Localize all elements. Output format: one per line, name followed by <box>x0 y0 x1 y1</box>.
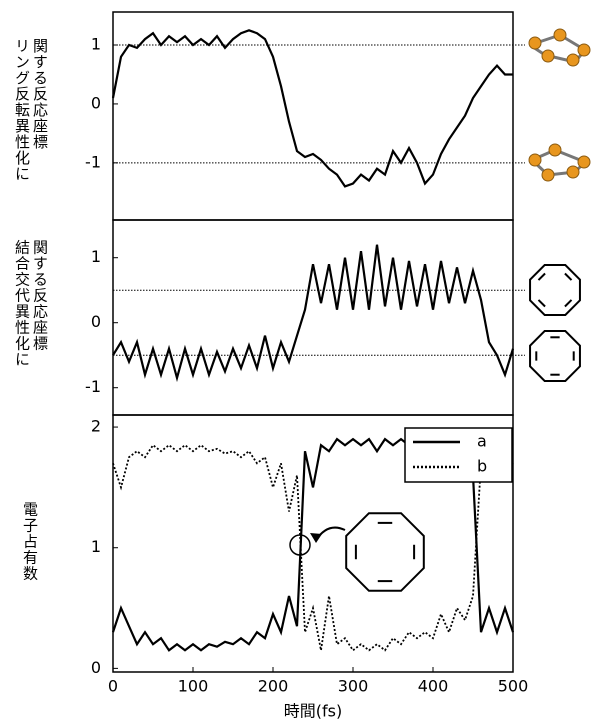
y-tick-label: 1 <box>91 537 101 556</box>
molecule-bottom <box>529 144 590 181</box>
chart: -101リング反転異性化に関する反応座標-101結合交代異性化に関する反応座標0… <box>0 0 599 722</box>
x-tick-label: 200 <box>258 677 289 696</box>
y-tick-label: 0 <box>91 658 101 677</box>
plot-frame <box>113 12 513 220</box>
double-bond <box>538 300 545 307</box>
molecule-top <box>529 29 590 66</box>
double-bond <box>538 273 545 280</box>
arrow <box>316 528 345 540</box>
octagon <box>530 265 580 315</box>
y-tick-label: -1 <box>85 152 101 171</box>
legend-label: a <box>477 432 487 451</box>
y-axis-label: 関する反応座標 <box>31 240 49 352</box>
octagon <box>346 513 424 591</box>
double-bond <box>565 273 572 280</box>
y-tick-label: -1 <box>85 377 101 396</box>
y-tick-label: 0 <box>91 93 101 112</box>
y-tick-label: 1 <box>91 34 101 53</box>
double-bond <box>565 300 572 307</box>
legend: ab <box>405 428 512 482</box>
x-tick-label: 300 <box>338 677 369 696</box>
legend-label: b <box>477 457 487 476</box>
x-tick-label: 500 <box>498 677 529 696</box>
y-axis-label: 結合交代異性化に <box>13 240 31 368</box>
y-tick-label: 1 <box>91 247 101 266</box>
y-axis-label: 電子占有数 <box>21 502 39 582</box>
arrow-head <box>310 533 322 543</box>
y-tick-label: 0 <box>91 312 101 331</box>
y-tick-label: 2 <box>91 417 101 436</box>
plot-frame <box>113 220 513 415</box>
legend-box <box>405 428 512 482</box>
x-tick-label: 0 <box>108 677 118 696</box>
octagon <box>530 331 580 381</box>
x-tick-label: 400 <box>418 677 449 696</box>
data-line <box>113 245 513 378</box>
x-tick-label: 100 <box>178 677 209 696</box>
y-axis-label: 関する反応座標 <box>31 38 49 150</box>
y-axis-label: リング反転異性化に <box>13 38 31 182</box>
x-axis-label: 時間(fs) <box>284 702 342 721</box>
